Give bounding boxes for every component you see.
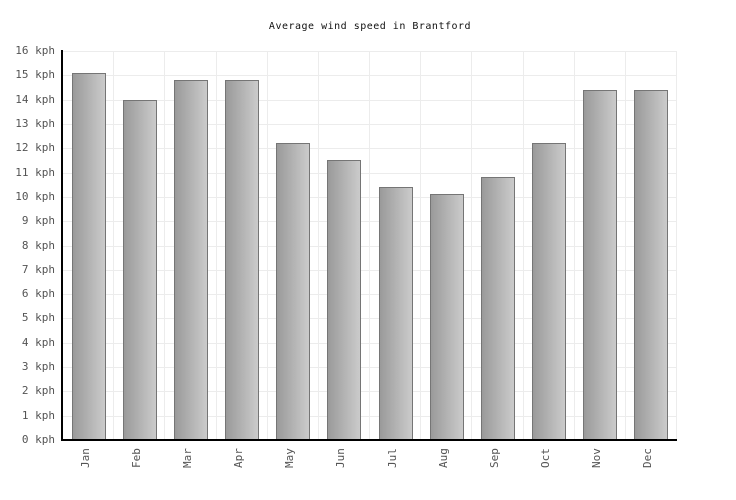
y-axis-tick-label: 16 kph: [15, 44, 55, 57]
v-gridline: [676, 51, 677, 440]
v-gridline: [266, 51, 268, 440]
v-gridline: [573, 51, 575, 440]
y-axis-tick-label: 10 kph: [15, 189, 55, 203]
y-axis-tick-label: 2 kph: [21, 384, 55, 398]
bar-jan: [71, 73, 106, 440]
bar-oct: [532, 143, 567, 440]
x-axis-month-label: Dec: [641, 448, 655, 468]
x-axis-month-label: Mar: [180, 448, 194, 468]
y-axis-tick-label: 15 kph: [15, 68, 55, 82]
v-gridline: [624, 51, 626, 440]
v-gridline: [113, 51, 115, 440]
h-gridline: [63, 75, 677, 77]
y-axis-tick-label: 6 kph: [21, 287, 55, 301]
y-axis-tick-label: 4 kph: [21, 335, 55, 349]
h-gridline: [63, 245, 677, 247]
y-axis-tick-label: 14 kph: [15, 92, 55, 106]
v-gridline: [471, 51, 473, 440]
v-gridline: [369, 51, 370, 440]
y-axis-tick-label: 12 kph: [15, 141, 55, 155]
bar-aug: [429, 194, 464, 440]
y-axis-tick-label: 8 kph: [21, 238, 55, 252]
bar-jun: [327, 160, 362, 440]
bar-may: [276, 143, 311, 440]
x-axis-month-label: Jan: [78, 448, 92, 468]
x-axis-month-label: Jul: [385, 448, 399, 468]
x-axis-month-label: Sep: [487, 448, 501, 468]
y-axis-line: [61, 50, 63, 441]
h-gridline: [63, 148, 677, 150]
h-gridline: [63, 196, 677, 198]
h-gridline: [63, 391, 677, 393]
x-axis-month-label: Oct: [539, 448, 553, 468]
h-gridline: [63, 294, 677, 296]
bar-dec: [634, 90, 669, 440]
y-axis-tick-label: 7 kph: [21, 262, 55, 276]
plot-area: [63, 51, 677, 440]
bar-apr: [225, 80, 260, 440]
v-gridline: [317, 51, 319, 440]
bar-nov: [583, 90, 618, 440]
chart-title: Average wind speed in Brantford: [268, 21, 472, 32]
x-axis-month-label: Nov: [590, 448, 604, 468]
bar-jul: [378, 187, 413, 440]
y-axis-tick-label: 11 kph: [15, 165, 55, 179]
x-axis-month-label: Aug: [436, 448, 450, 468]
h-gridline: [63, 415, 677, 417]
x-axis-line: [61, 439, 677, 441]
v-gridline: [522, 51, 524, 440]
h-gridline: [63, 172, 677, 174]
x-axis-month-label: May: [283, 448, 297, 468]
y-axis-tick-label: 9 kph: [21, 214, 55, 228]
h-gridline: [63, 342, 677, 344]
h-gridline: [63, 123, 677, 125]
h-gridline: [63, 99, 677, 101]
h-gridline: [63, 367, 677, 369]
h-gridline: [63, 318, 677, 320]
y-axis-tick-label: 3 kph: [21, 360, 55, 374]
bar-mar: [173, 80, 208, 440]
bar-feb: [122, 100, 157, 440]
h-gridline: [63, 269, 677, 271]
h-gridline: [63, 51, 677, 52]
y-axis-tick-label: 1 kph: [21, 408, 55, 422]
y-axis-tick-label: 0 kph: [21, 433, 55, 446]
x-axis-month-label: Jun: [334, 448, 348, 468]
h-gridline: [63, 221, 677, 223]
v-gridline: [164, 51, 166, 440]
v-gridline: [420, 51, 422, 440]
x-axis-month-label: Feb: [129, 448, 143, 468]
v-gridline: [215, 51, 217, 440]
bar-sep: [480, 177, 515, 440]
y-axis-tick-label: 13 kph: [15, 116, 55, 130]
y-axis-tick-label: 5 kph: [21, 311, 55, 325]
x-axis-month-label: Apr: [232, 448, 246, 468]
